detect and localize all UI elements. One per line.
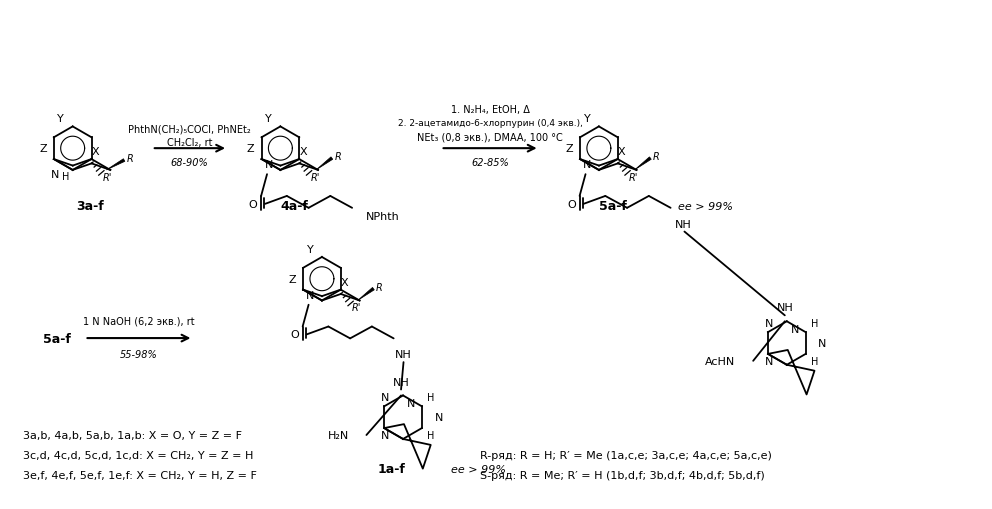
Text: N: N bbox=[52, 170, 60, 180]
Text: H₂N: H₂N bbox=[328, 430, 349, 440]
Text: Z: Z bbox=[289, 274, 296, 284]
Text: O: O bbox=[291, 330, 300, 340]
Text: N: N bbox=[407, 399, 415, 409]
Text: O: O bbox=[567, 200, 576, 209]
Text: R': R' bbox=[629, 173, 638, 183]
Text: ee > 99%: ee > 99% bbox=[450, 464, 506, 474]
Text: N: N bbox=[791, 325, 799, 334]
Text: ee > 99%: ee > 99% bbox=[678, 201, 733, 211]
Text: 4a-f: 4a-f bbox=[281, 200, 309, 213]
Text: 55-98%: 55-98% bbox=[120, 349, 158, 359]
Text: H: H bbox=[427, 430, 434, 440]
Text: R: R bbox=[376, 282, 383, 292]
Text: X: X bbox=[618, 147, 626, 157]
Text: Z: Z bbox=[565, 144, 573, 154]
Text: Y: Y bbox=[265, 114, 272, 124]
Polygon shape bbox=[635, 158, 652, 171]
Text: PhthN(CH₂)₅COCl, PhNEt₂: PhthN(CH₂)₅COCl, PhNEt₂ bbox=[128, 124, 251, 134]
Text: NH: NH bbox=[676, 219, 691, 229]
Text: 2. 2-ацетамидо-6-хлорпурин (0,4 экв.),: 2. 2-ацетамидо-6-хлорпурин (0,4 экв.), bbox=[398, 119, 582, 128]
Text: N: N bbox=[434, 412, 442, 422]
Text: 1. N₂H₄, EtOH, Δ: 1. N₂H₄, EtOH, Δ bbox=[450, 104, 530, 115]
Text: AcHN: AcHN bbox=[705, 356, 735, 366]
Text: NPhth: NPhth bbox=[366, 211, 400, 221]
Text: X: X bbox=[300, 147, 307, 157]
Text: N: N bbox=[583, 160, 591, 170]
Text: 3a-f: 3a-f bbox=[76, 200, 104, 213]
Text: H: H bbox=[62, 172, 69, 182]
Text: N: N bbox=[381, 430, 390, 440]
Text: Y: Y bbox=[583, 114, 590, 124]
Text: 3e,f, 4e,f, 5e,f, 1e,f: X = CH₂, Y = H, Z = F: 3e,f, 4e,f, 5e,f, 1e,f: X = CH₂, Y = H, … bbox=[23, 470, 257, 479]
Text: H: H bbox=[427, 392, 434, 403]
Text: R-ряд: R = H; R′ = Me (1a,c,e; 3a,c,e; 4a,c,e; 5a,c,e): R-ряд: R = H; R′ = Me (1a,c,e; 3a,c,e; 4… bbox=[480, 450, 772, 460]
Text: R': R' bbox=[102, 173, 112, 183]
Text: 1 N NaOH (6,2 экв.), rt: 1 N NaOH (6,2 экв.), rt bbox=[83, 316, 194, 326]
Text: Y: Y bbox=[58, 114, 64, 124]
Polygon shape bbox=[106, 159, 125, 171]
Polygon shape bbox=[316, 158, 332, 171]
Text: 3c,d, 4c,d, 5c,d, 1c,d: X = CH₂, Y = Z = H: 3c,d, 4c,d, 5c,d, 1c,d: X = CH₂, Y = Z =… bbox=[23, 450, 254, 460]
Text: Z: Z bbox=[247, 144, 255, 154]
Text: H: H bbox=[810, 319, 818, 329]
Text: N: N bbox=[381, 392, 390, 403]
Text: S-ряд: R = Me; R′ = H (1b,d,f; 3b,d,f; 4b,d,f; 5b,d,f): S-ряд: R = Me; R′ = H (1b,d,f; 3b,d,f; 4… bbox=[480, 470, 765, 479]
Text: 68-90%: 68-90% bbox=[171, 158, 208, 167]
Text: X: X bbox=[341, 277, 348, 287]
Text: N: N bbox=[265, 160, 273, 170]
Text: NEt₃ (0,8 экв.), DMAA, 100 °C: NEt₃ (0,8 экв.), DMAA, 100 °C bbox=[418, 132, 562, 142]
Text: N: N bbox=[818, 338, 826, 348]
Text: Z: Z bbox=[39, 144, 47, 154]
Text: N: N bbox=[765, 356, 773, 366]
Text: 5a-f: 5a-f bbox=[599, 200, 627, 213]
Text: O: O bbox=[249, 200, 258, 209]
Text: 62-85%: 62-85% bbox=[471, 158, 509, 167]
Text: X: X bbox=[91, 147, 99, 157]
Text: Y: Y bbox=[307, 244, 313, 254]
Text: NH: NH bbox=[777, 303, 794, 313]
Text: NH: NH bbox=[393, 377, 410, 387]
Text: 3a,b, 4a,b, 5a,b, 1a,b: X = O, Y = Z = F: 3a,b, 4a,b, 5a,b, 1a,b: X = O, Y = Z = F bbox=[23, 430, 242, 440]
Text: CH₂Cl₂, rt: CH₂Cl₂, rt bbox=[167, 138, 212, 148]
Text: 5a-f: 5a-f bbox=[43, 332, 70, 345]
Text: N: N bbox=[307, 290, 314, 300]
Text: R: R bbox=[653, 152, 660, 162]
Text: N: N bbox=[765, 319, 773, 329]
Text: NH: NH bbox=[395, 350, 412, 359]
Text: R: R bbox=[334, 152, 341, 162]
Polygon shape bbox=[357, 288, 374, 301]
Text: R': R' bbox=[352, 303, 361, 313]
Text: R: R bbox=[127, 154, 134, 164]
Text: 1a-f: 1a-f bbox=[377, 462, 405, 475]
Text: H: H bbox=[810, 356, 818, 366]
Text: R': R' bbox=[310, 173, 319, 183]
